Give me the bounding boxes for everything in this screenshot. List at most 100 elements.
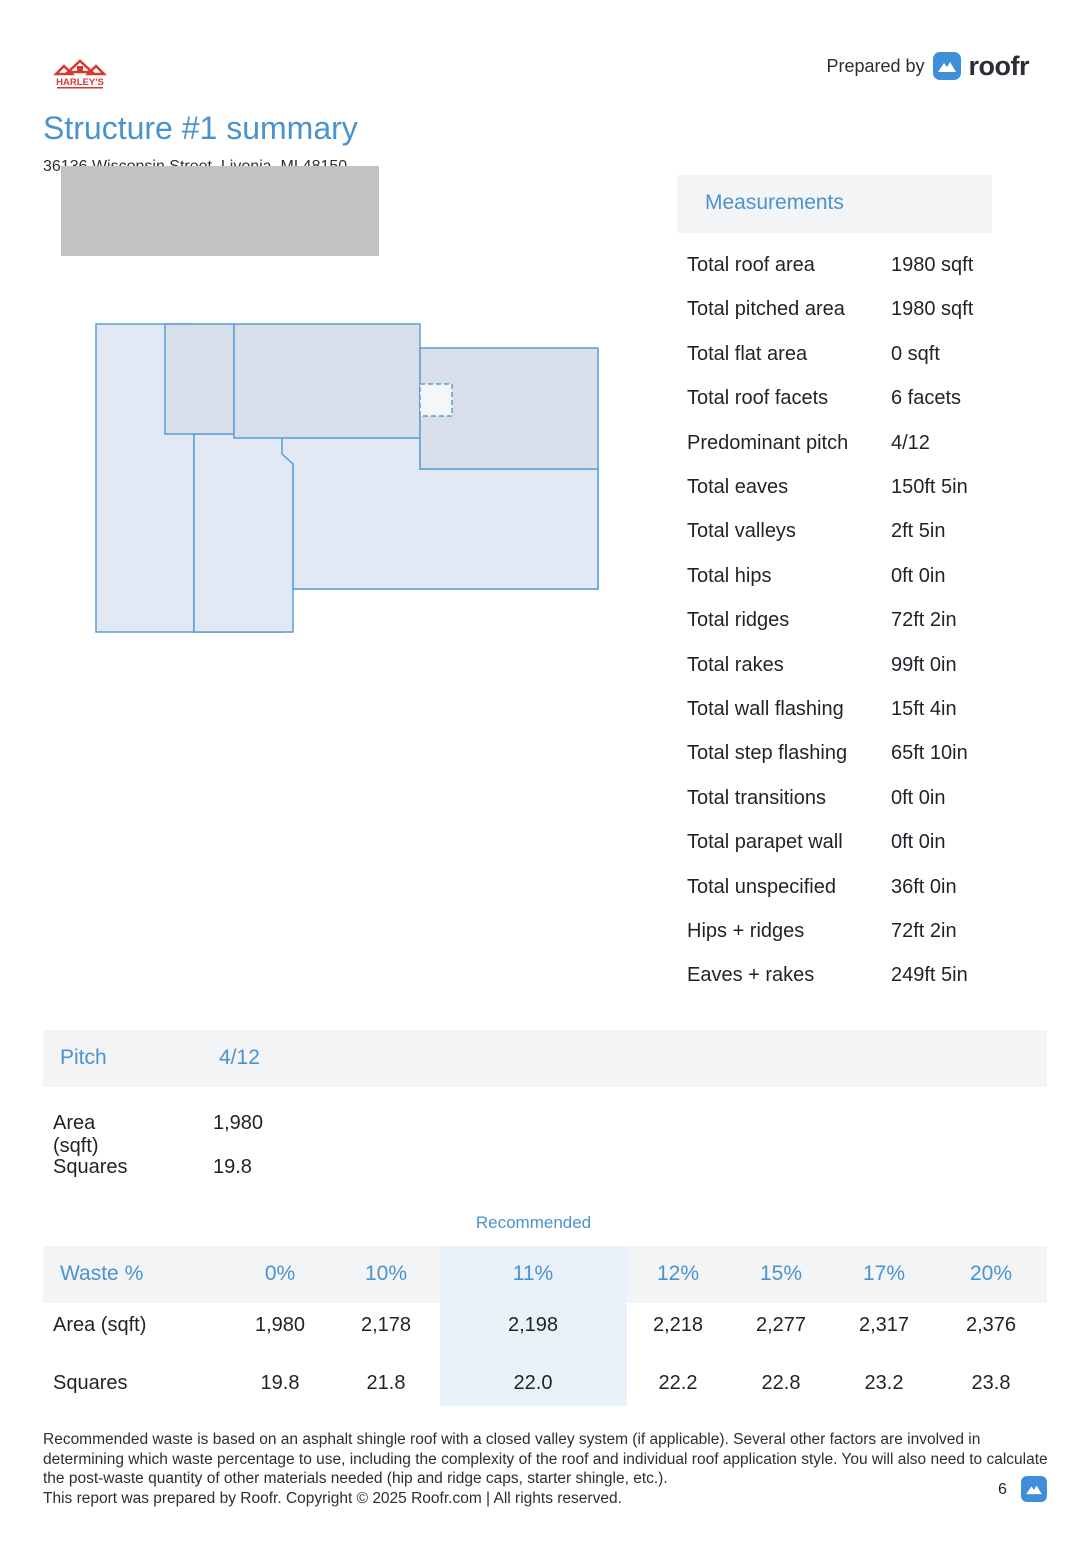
page-title: Structure #1 summary: [43, 110, 358, 146]
measurement-value: 0ft 0in: [891, 564, 946, 587]
measurement-row: Total wall flashing 15ft 4in: [687, 698, 1047, 728]
waste-column-header: 17%: [862, 1262, 906, 1285]
roofr-mountain-icon: [1021, 1476, 1047, 1502]
waste-cell: 1,980: [254, 1314, 306, 1336]
pitch-row-label: Squares: [53, 1156, 128, 1178]
measurement-row: Total transitions 0ft 0in: [687, 787, 1047, 817]
waste-cell: 22.8: [761, 1372, 801, 1394]
measurement-row: Total parapet wall 0ft 0in: [687, 831, 1047, 861]
measurement-value: 72ft 2in: [891, 920, 957, 942]
footer: Recommended waste is based on an asphalt…: [43, 1430, 1049, 1508]
measurement-row: Total flat area 0 sqft: [687, 343, 1047, 373]
pitch-row-label: Area (sqft): [53, 1112, 99, 1157]
waste-cell: 2,317: [858, 1314, 910, 1336]
pitch-label: Pitch: [60, 1046, 107, 1069]
measurement-label: Total pitched area: [687, 298, 845, 321]
roof-facet: [164, 323, 235, 435]
measurement-label: Hips + ridges: [687, 920, 805, 942]
measurement-label: Total hips: [687, 564, 772, 587]
waste-cell: 2,178: [360, 1314, 412, 1336]
waste-cell: 2,218: [652, 1314, 704, 1336]
waste-column-header: 0%: [264, 1262, 296, 1285]
measurement-row: Predominant pitch 4/12: [687, 432, 1047, 462]
measurement-row: Total ridges 72ft 2in: [687, 609, 1047, 639]
waste-cell: 23.8: [971, 1372, 1011, 1394]
measurement-label: Total unspecified: [687, 875, 836, 898]
prepared-by: Prepared by roofr: [826, 50, 1029, 82]
measurement-value: 1980 sqft: [891, 298, 974, 321]
measurement-label: Total roof facets: [687, 387, 829, 410]
roofr-mountain-icon: [932, 52, 961, 80]
measurement-value: 0ft 0in: [891, 831, 946, 854]
waste-cell: 22.2: [658, 1372, 698, 1394]
waste-cell: 2,277: [755, 1314, 807, 1336]
measurement-label: Total step flashing: [687, 742, 848, 765]
measurement-value: 99ft 0in: [891, 653, 957, 676]
copyright: This report was prepared by Roofr. Copyr…: [43, 1489, 622, 1507]
measurement-row: Total rakes 99ft 0in: [687, 654, 1047, 684]
measurements-header: Measurements: [677, 175, 992, 233]
waste-cell: 2,376: [965, 1314, 1017, 1336]
measurement-label: Total rakes: [687, 653, 784, 676]
measurement-value: 6 facets: [891, 387, 962, 410]
measurement-label: Total transitions: [687, 786, 826, 809]
waste-cell: 21.8: [366, 1372, 406, 1394]
measurement-value: 4/12: [891, 431, 930, 454]
measurements-heading: Measurements: [705, 191, 844, 214]
measurement-row: Total roof area 1980 sqft: [687, 254, 1047, 284]
measurement-value: 15ft 4in: [891, 698, 957, 720]
measurement-value: 65ft 10in: [891, 742, 968, 765]
page-number: 6: [998, 1481, 1007, 1498]
waste-cell: 22.0: [513, 1372, 553, 1394]
measurement-label: Total flat area: [687, 342, 808, 365]
measurement-row: Total hips 0ft 0in: [687, 565, 1047, 595]
measurement-row: Total valleys 2ft 5in: [687, 520, 1047, 550]
pitch-value: 4/12: [219, 1046, 260, 1069]
roof-diagram: [90, 318, 605, 638]
waste-cell: 23.2: [864, 1372, 904, 1394]
waste-row-label: Squares: [53, 1372, 128, 1394]
waste-column-header: 11%: [512, 1262, 554, 1285]
logo-text: HARLEY'S: [56, 77, 104, 88]
measurement-label: Predominant pitch: [687, 431, 849, 454]
measurement-value: 249ft 5in: [891, 964, 968, 987]
measurement-label: Total ridges: [687, 609, 790, 632]
waste-disclaimer: Recommended waste is based on an asphalt…: [43, 1431, 1048, 1487]
recommended-column-highlight: [440, 1246, 627, 1406]
measurement-row: Hips + ridges 72ft 2in: [687, 920, 1047, 950]
waste-column-header: 10%: [364, 1262, 408, 1285]
measurement-value: 2ft 5in: [891, 520, 946, 543]
measurement-value: 72ft 2in: [891, 609, 957, 632]
measurement-row: Total pitched area 1980 sqft: [687, 298, 1047, 328]
company-logo: HARLEY'S: [52, 58, 108, 92]
waste-column-header: 12%: [656, 1262, 700, 1285]
measurement-row: Total eaves 150ft 5in: [687, 476, 1047, 506]
measurement-row: Eaves + rakes 249ft 5in: [687, 964, 1047, 994]
measurement-label: Eaves + rakes: [687, 964, 815, 987]
measurement-label: Total roof area: [687, 254, 815, 276]
measurement-row: Total step flashing 65ft 10in: [687, 742, 1047, 772]
pitch-table-header: Pitch 4/12: [43, 1030, 1047, 1087]
waste-column-header: 15%: [759, 1262, 803, 1285]
roof-facet: [233, 323, 421, 439]
measurement-row: Total unspecified 36ft 0in: [687, 876, 1047, 906]
recommended-label: Recommended: [475, 1213, 592, 1232]
measurement-label: Total eaves: [687, 476, 789, 498]
measurement-label: Total wall flashing: [687, 698, 844, 720]
prepared-by-label: Prepared by: [826, 55, 925, 76]
measurement-value: 0 sqft: [891, 342, 940, 365]
waste-cell: 2,198: [507, 1314, 559, 1336]
brand-name: roofr: [968, 50, 1030, 81]
measurement-value: 0ft 0in: [891, 786, 946, 809]
pitch-row-value: 19.8: [213, 1156, 252, 1178]
measurement-value: 36ft 0in: [891, 875, 957, 898]
measurement-value: 150ft 5in: [891, 476, 968, 498]
waste-cell: 19.8: [260, 1372, 300, 1394]
waste-row-label: Area (sqft): [53, 1314, 147, 1336]
waste-header-label: Waste %: [60, 1262, 144, 1285]
pitch-row-value: 1,980: [213, 1112, 264, 1134]
waste-column-header: 20%: [969, 1262, 1013, 1285]
measurement-label: Total parapet wall: [687, 831, 843, 854]
roof-opening: [419, 383, 453, 417]
measurement-value: 1980 sqft: [891, 254, 974, 276]
